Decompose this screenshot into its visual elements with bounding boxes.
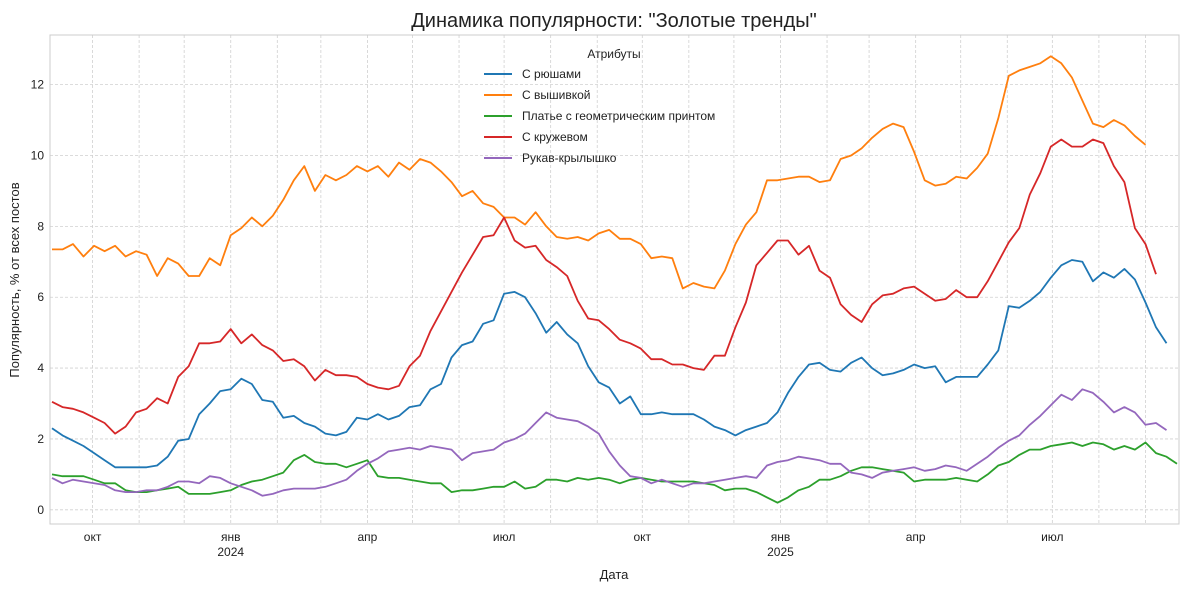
grid-lines: [50, 35, 1179, 524]
x-tick-label: июл: [493, 530, 515, 544]
x-tick-year-label: 2025: [767, 545, 794, 559]
series-lines: [51, 55, 1178, 504]
legend-label: С рюшами: [522, 67, 581, 81]
x-axis-label: Дата: [600, 567, 630, 582]
legend-label: Платье с геометрическим принтом: [522, 109, 715, 123]
y-tick-label: 4: [37, 361, 44, 375]
y-tick-label: 10: [31, 148, 45, 162]
y-tick-label: 2: [37, 432, 44, 446]
y-tick-label: 0: [37, 503, 44, 517]
series-line: [51, 259, 1168, 469]
series-line: [51, 138, 1157, 435]
y-tick-label: 12: [31, 78, 45, 92]
series-line: [51, 441, 1178, 504]
x-tick-label: янв: [221, 530, 241, 544]
x-tick-label: янв: [771, 530, 791, 544]
legend-label: Рукав-крылышко: [522, 151, 617, 165]
x-tick-label: апр: [906, 530, 926, 544]
x-tick-year-label: 2024: [217, 545, 244, 559]
x-tick-label: апр: [357, 530, 377, 544]
plot-frame: [49, 34, 1180, 525]
y-tick-label: 6: [37, 290, 44, 304]
legend: Атрибуты С рюшами С вышивкой Платье с геом…: [484, 47, 715, 165]
legend-label: С кружевом: [522, 130, 588, 144]
x-tick-label: окт: [634, 530, 652, 544]
y-axis-label: Популярность, % от всех постов: [7, 182, 22, 377]
legend-items: С рюшами С вышивкой Платье с геометрически…: [484, 67, 715, 165]
x-tick-label: июл: [1041, 530, 1063, 544]
x-tick-label: окт: [84, 530, 102, 544]
chart-title: Динамика популярности: "Золотые тренды": [411, 10, 817, 32]
y-tick-label: 8: [37, 219, 44, 233]
series-line: [52, 55, 1147, 290]
series-line: [51, 388, 1168, 497]
legend-label: С вышивкой: [522, 88, 590, 102]
y-axis-ticks: 0 2 4 6 8 10 12: [31, 78, 45, 517]
legend-title: Атрибуты: [587, 47, 640, 61]
